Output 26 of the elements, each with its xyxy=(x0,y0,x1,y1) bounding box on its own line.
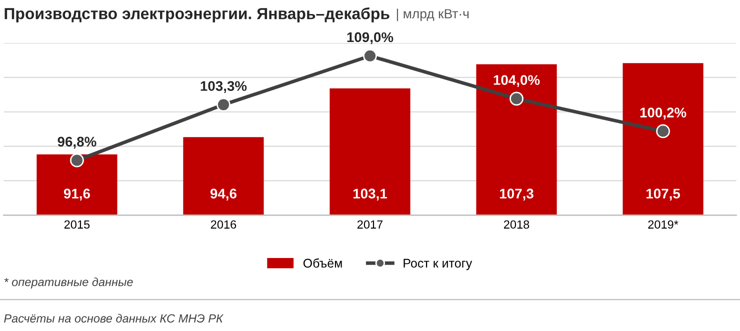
x-tick-label: 2018 xyxy=(504,220,530,229)
point xyxy=(70,153,84,168)
legend-label: Рост к итогу xyxy=(404,258,472,270)
data-label: 91,6 xyxy=(64,188,90,201)
data-label: 109,0% xyxy=(347,32,394,44)
data-label: 103,3% xyxy=(200,81,247,93)
text: Расчёты на основе данных КС МНЭ РК xyxy=(4,314,224,323)
data-label: 100,2% xyxy=(640,108,686,120)
x-tick-label: 2016 xyxy=(210,220,236,229)
point xyxy=(216,98,230,112)
x-tick-label: 2019* xyxy=(648,220,678,229)
point xyxy=(510,92,524,106)
x-tick-label: 2015 xyxy=(64,220,90,229)
data-label: 94,6 xyxy=(210,188,236,201)
point xyxy=(363,48,377,63)
chart-subtitle: | млрд кВт·ч xyxy=(396,8,469,22)
data-label: 107,3 xyxy=(500,188,534,201)
data-label: 96,8% xyxy=(58,136,96,149)
point xyxy=(656,124,670,138)
x-tick-label: 2017 xyxy=(357,220,383,229)
data-label: 103,1 xyxy=(354,188,387,201)
legend-label: Объём xyxy=(303,258,342,268)
chart-title: Производство электроэнергии. Январь–декабрь xyxy=(4,7,390,22)
data-label: 107,5 xyxy=(646,188,680,201)
text: * оперативные данные xyxy=(4,278,133,289)
data-label: 104,0% xyxy=(494,75,540,87)
